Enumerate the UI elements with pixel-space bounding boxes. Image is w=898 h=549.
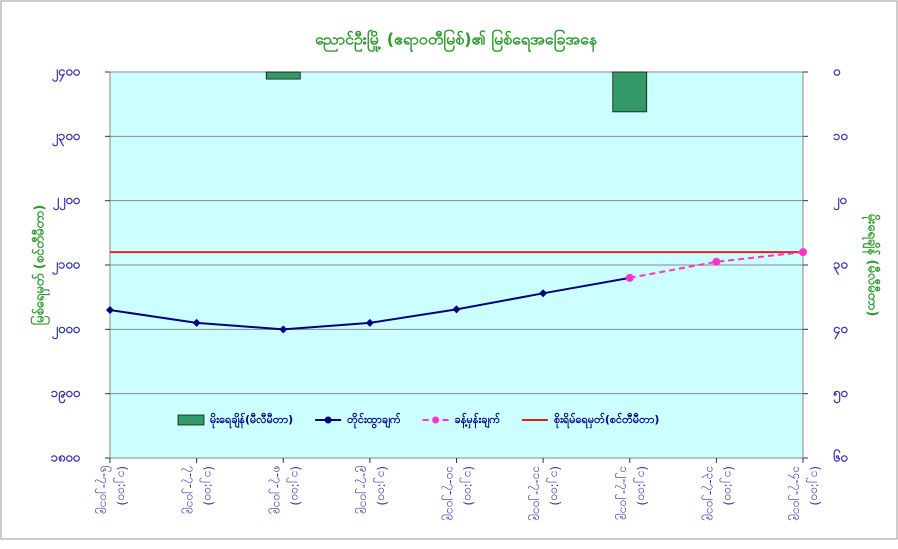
x-tick-label: ၁၁-၇-၂၀၁၉ <box>528 466 545 521</box>
point <box>279 325 288 334</box>
x-tick-label: ၁၃-၇-၂၀၁၉ <box>701 466 718 521</box>
legend-marker <box>432 416 440 424</box>
x-tick-sublabel: (၁၂:၀၀) <box>546 466 563 506</box>
x-tick-sublabel: (၁၂:၀၀) <box>719 466 736 506</box>
x-tick-sublabel: (၁၂:၀၀) <box>632 466 649 506</box>
y2-tick-label: ၀ <box>833 65 841 80</box>
y2-tick-label: ၅၀ <box>833 386 848 404</box>
x-tick-sublabel: (၁၂:၀၀) <box>199 466 216 506</box>
legend-marker <box>324 416 332 424</box>
bar <box>265 71 301 80</box>
point <box>799 248 807 257</box>
point <box>712 257 721 266</box>
y2-tick-label: ၂၀ <box>833 193 847 211</box>
y2-tick-label: ၃၀ <box>833 258 848 276</box>
x-tick-sublabel: (၁၂:၀၀) <box>806 466 823 506</box>
y-tick-label: ၂၄၀၀ <box>52 65 81 83</box>
x-tick-sublabel: (၁၂:၀၀) <box>286 466 303 506</box>
y-axis-label: မြစ်ရေမှတ် (စင်တီမီတာ) <box>30 205 51 326</box>
point <box>365 318 374 327</box>
y2-axis-label: မိုးရေချိန် (မီလီမီတာ) <box>862 214 882 317</box>
legend-label: ခန့်မှန်းချက် <box>455 412 501 429</box>
x-tick-label: ၁၀-၇-၂၀၁၉ <box>441 466 458 521</box>
y-tick-label: ၁၈၀၀ <box>51 451 81 466</box>
y-tick-label: ၂၃၀၀ <box>52 129 81 147</box>
legend-swatch <box>177 414 205 426</box>
x-tick-label: ၉-၇-၂၀၁၉ <box>354 466 371 514</box>
x-tick-sublabel: (၁၂:၀၀) <box>459 466 476 506</box>
y-tick-label: ၁၉၀၀ <box>51 386 81 404</box>
x-tick-label: ၇-၇-၂၀၁၉ <box>181 466 198 514</box>
y2-tick-label: ၁၀ <box>833 129 848 144</box>
point <box>625 273 634 282</box>
y2-tick-label: ၆၀ <box>833 449 848 466</box>
point <box>192 318 201 327</box>
x-tick-label: ၈-၇-၂၀၁၉ <box>268 466 285 514</box>
point <box>452 305 461 314</box>
x-tick-sublabel: (၁၂:၀၀) <box>113 466 130 506</box>
bar <box>612 71 648 113</box>
y-tick-label: ၂၂၀၀ <box>53 193 81 211</box>
x-tick-label: ၆-၇-၂၀၁၉ <box>95 466 113 514</box>
point <box>539 289 548 298</box>
x-tick-label: ၁၄-၇-၂၀၁၉ <box>788 466 805 521</box>
legend-label: မိုးရေချိန်(မီလီမီတာ) <box>210 412 293 429</box>
legend-label: စိုးရိမ်ရေမှတ်(စင်တီမီတာ) <box>554 412 659 429</box>
y2-tick-label: ၄၀ <box>833 322 848 340</box>
x-tick-label: ၁၂-၇-၂၀၁၉ <box>614 466 631 520</box>
point <box>106 306 114 315</box>
y-tick-label: ၂၁၀၀ <box>52 258 81 276</box>
y-tick-label: ၂၀၀၀ <box>52 322 81 340</box>
x-tick-sublabel: (၁၂:၀၀) <box>372 466 389 506</box>
legend-label: တိုင်းထွာချက် <box>347 412 401 429</box>
